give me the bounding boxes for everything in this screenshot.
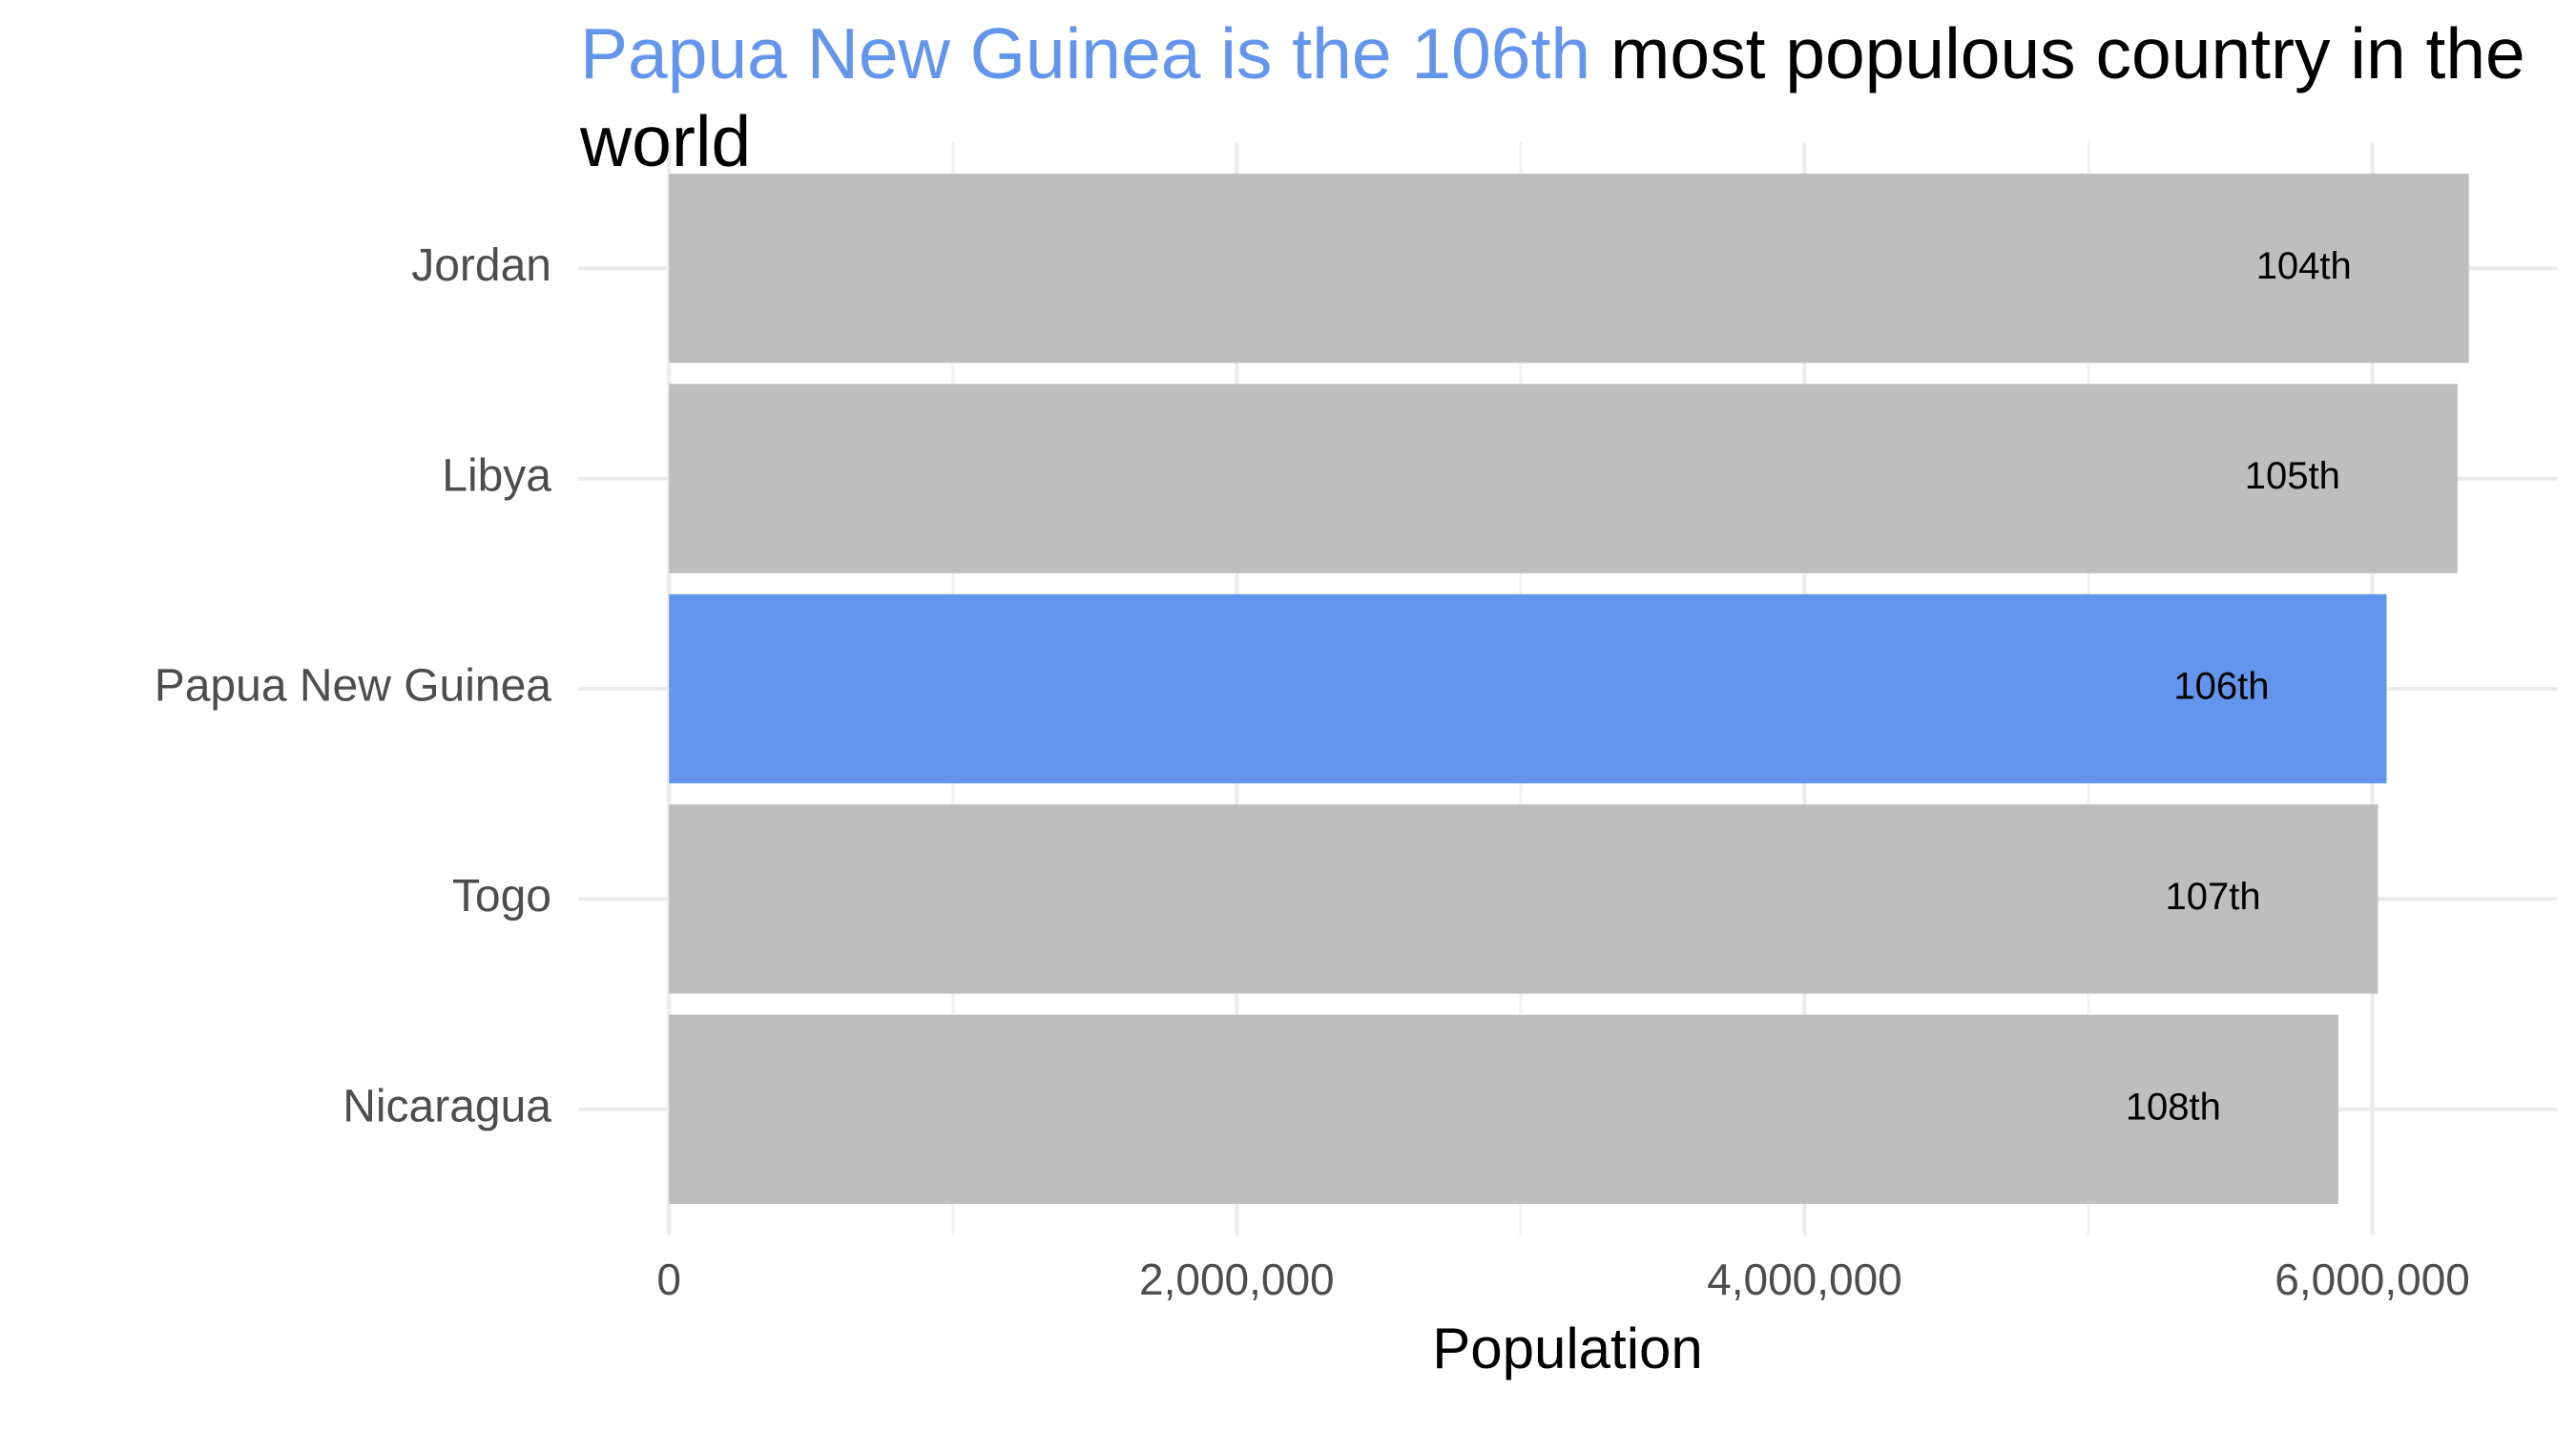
bar	[669, 384, 2458, 573]
y-tick-label: Papua New Guinea	[155, 661, 552, 712]
bar-label: 105th	[2245, 455, 2340, 497]
bar	[669, 174, 2469, 363]
bar-label: 106th	[2173, 666, 2269, 708]
bar	[669, 804, 2379, 994]
chart-title: Papua New Guinea is the 106th most popul…	[580, 10, 2574, 185]
title-rest: most populous country in the world	[580, 13, 2525, 181]
y-tick-label: Togo	[452, 871, 551, 922]
bar-label: 107th	[2165, 876, 2260, 918]
bar	[669, 593, 2387, 784]
bar-label: 104th	[2256, 245, 2352, 287]
x-tick-label: 2,000,000	[1139, 1255, 1335, 1304]
x-tick-label: 6,000,000	[2275, 1255, 2470, 1304]
x-axis-title: Population	[1432, 1317, 1703, 1380]
x-tick-label: 4,000,000	[1707, 1255, 1902, 1304]
y-tick-label: Libya	[442, 450, 551, 501]
y-tick-label: Jordan	[411, 240, 551, 291]
title-highlight: Papua New Guinea is the 106th	[580, 13, 1591, 93]
bar	[669, 1014, 2338, 1204]
x-tick-label: 0	[656, 1255, 681, 1304]
y-tick-label: Nicaragua	[343, 1081, 551, 1131]
bar-label: 108th	[2126, 1086, 2221, 1128]
